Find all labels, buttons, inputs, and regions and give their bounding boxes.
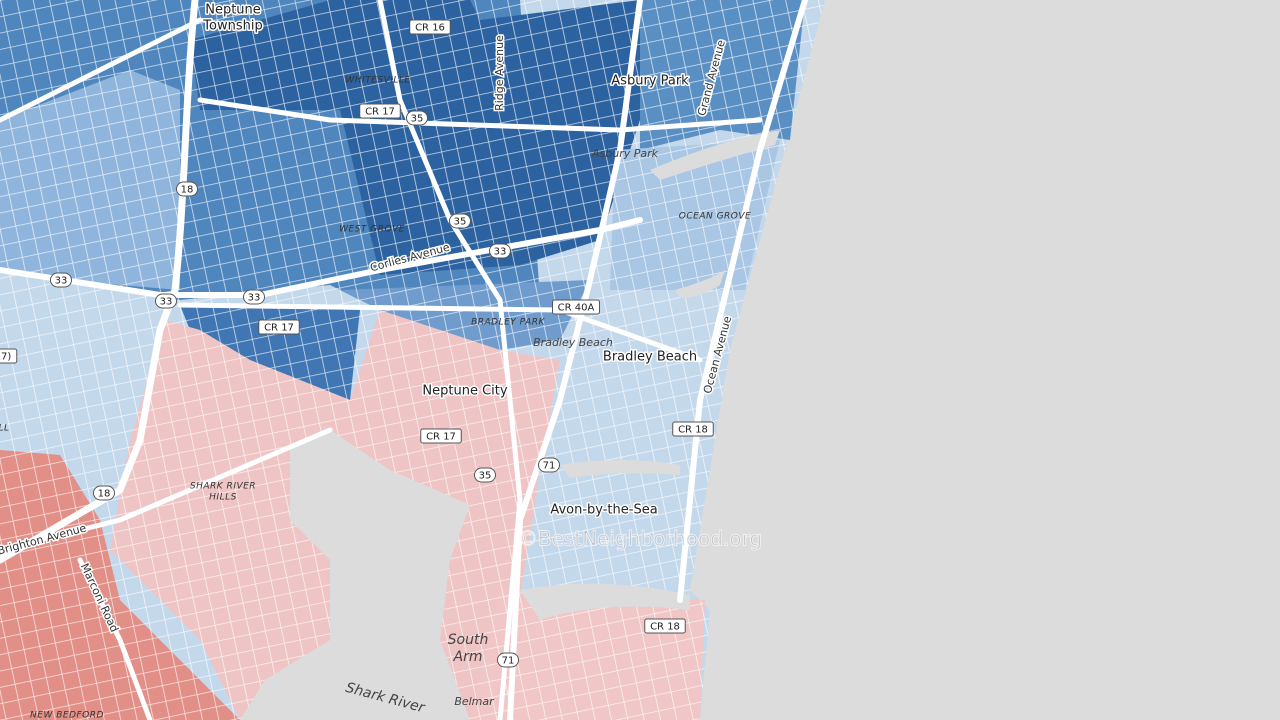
shield-label: CR 17 <box>426 432 456 443</box>
shield-label: 18 <box>181 185 194 196</box>
place-label: Asbury Park <box>611 74 689 89</box>
place-label: Bradley Beach <box>533 336 613 349</box>
route-shield: 33 <box>50 272 72 288</box>
shield-box <box>538 457 560 473</box>
route-shield: 35 <box>474 467 496 483</box>
route-shield: 71 <box>497 652 519 668</box>
road <box>0 217 643 298</box>
shield-box <box>258 319 300 335</box>
watermark: ©BestNeighborhood.org <box>518 527 762 551</box>
shield-label: 71 <box>502 656 515 667</box>
route-shield: 71 <box>538 457 560 473</box>
shield-box <box>359 103 401 119</box>
route-shield: 35 <box>449 213 471 229</box>
shield-box <box>155 293 177 309</box>
shield-box <box>409 19 451 35</box>
water <box>240 430 470 720</box>
road <box>677 0 808 603</box>
road <box>507 0 643 720</box>
road <box>0 427 333 553</box>
route-shield: 33 <box>489 243 511 259</box>
route-shield: CR 18 <box>672 421 714 437</box>
shield-label: 33 <box>494 247 507 258</box>
shield-box <box>552 299 600 315</box>
water <box>650 130 780 180</box>
place-label: HILLS <box>209 493 237 503</box>
shield-box <box>0 348 18 364</box>
place-label: Bradley Beach <box>603 350 697 365</box>
place-label: Township <box>202 19 262 34</box>
route-shield: CR 17 <box>359 103 401 119</box>
shield-label: 35 <box>454 217 467 228</box>
route-shield: 18 <box>176 181 198 197</box>
shield-label: CR 18 <box>678 425 708 436</box>
route-shield: CR 40A <box>552 299 600 315</box>
shield-label: CR 17 <box>264 323 294 334</box>
shield-box <box>50 272 72 288</box>
road-label: Ridge Avenue <box>493 35 506 111</box>
route-shield: 33 <box>243 289 265 305</box>
water <box>560 460 680 478</box>
shield-label: CR 16 <box>415 23 445 34</box>
shield-label: 33 <box>55 276 68 287</box>
road <box>77 557 153 720</box>
place-label: WEST GROVE <box>339 225 405 235</box>
shield-box <box>176 181 198 197</box>
shield-box <box>243 289 265 305</box>
route-shield: CR 18 <box>644 618 686 634</box>
shield-label: 17) <box>0 352 11 363</box>
road <box>0 0 199 564</box>
shield-label: CR 18 <box>650 622 680 633</box>
shield-box <box>420 428 462 444</box>
route-shield: 18 <box>93 485 115 501</box>
shield-box <box>449 213 471 229</box>
place-label: SHARK RIVER <box>190 482 256 492</box>
shield-box <box>93 485 115 501</box>
place-label: BRADLEY PARK <box>471 318 545 328</box>
shield-box <box>644 618 686 634</box>
shield-label: 71 <box>543 461 556 472</box>
shield-label: CR 40A <box>558 303 595 314</box>
shield-box <box>474 467 496 483</box>
place-label: WHITESVILLE <box>345 76 410 86</box>
place-label: Avon-by-the-Sea <box>550 503 657 518</box>
water <box>520 583 690 620</box>
shield-label: CR 17 <box>365 107 395 118</box>
shield-label: 18 <box>98 489 111 500</box>
shield-label: 33 <box>160 297 173 308</box>
place-label: Asbury Park <box>591 147 659 160</box>
place-label: Neptune City <box>422 384 507 399</box>
water <box>675 270 725 298</box>
shield-box <box>497 652 519 668</box>
place-label: OCEAN GROVE <box>679 212 751 222</box>
route-shield: 35 <box>406 110 428 126</box>
place-label: South <box>448 632 489 648</box>
place-label: Neptune <box>205 3 261 18</box>
route-shield: CR 17 <box>258 319 300 335</box>
route-shield: 33 <box>155 293 177 309</box>
road <box>197 97 763 133</box>
place-label: LL <box>0 424 10 434</box>
road <box>0 17 203 123</box>
shield-box <box>406 110 428 126</box>
place-label: NEW BEDFORD <box>30 711 104 720</box>
route-shield: 17) <box>0 348 18 364</box>
place-label: Belmar <box>454 695 495 708</box>
route-shield: CR 16 <box>409 19 451 35</box>
shield-box <box>672 421 714 437</box>
place-label: Arm <box>453 649 483 665</box>
shield-label: 33 <box>248 293 261 304</box>
shield-box <box>489 243 511 259</box>
shield-label: 35 <box>411 114 424 125</box>
shield-label: 35 <box>479 471 492 482</box>
route-shield: CR 17 <box>420 428 462 444</box>
